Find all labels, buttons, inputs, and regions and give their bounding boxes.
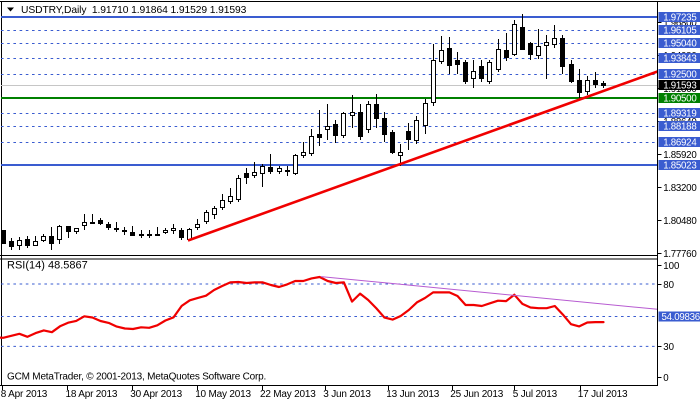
svg-text:USDTRY,Daily 1.91710 1.91864: USDTRY,Daily 1.91710 1.91864 1.91529 1.9…: [21, 5, 247, 16]
svg-text:1.96105: 1.96105: [663, 25, 696, 36]
svg-text:GCM MetaTrader, © 2001-2013, M: GCM MetaTrader, © 2001-2013, MetaQuotes …: [7, 372, 266, 383]
svg-text:54.09836: 54.09836: [662, 312, 700, 323]
svg-text:30 Apr 2013: 30 Apr 2013: [130, 389, 182, 400]
svg-text:1.93843: 1.93843: [663, 53, 696, 64]
svg-text:100: 100: [663, 261, 680, 272]
svg-text:80: 80: [663, 280, 674, 291]
svg-text:22 May 2013: 22 May 2013: [260, 389, 316, 400]
svg-text:8 Apr 2013: 8 Apr 2013: [1, 389, 48, 400]
svg-text:0: 0: [663, 373, 669, 384]
svg-text:17 Jul 2013: 17 Jul 2013: [578, 389, 628, 400]
svg-text:3 Jun 2013: 3 Jun 2013: [323, 389, 371, 400]
svg-text:1.85023: 1.85023: [663, 160, 696, 171]
svg-text:5 Jul 2013: 5 Jul 2013: [513, 389, 558, 400]
svg-text:1.86924: 1.86924: [663, 137, 697, 148]
svg-text:1.95040: 1.95040: [663, 38, 697, 49]
svg-text:1.96800: 1.96800: [663, 18, 697, 29]
svg-text:1.91593: 1.91593: [663, 80, 696, 91]
svg-text:1.92500: 1.92500: [663, 69, 697, 80]
svg-text:1.90500: 1.90500: [663, 93, 697, 104]
svg-text:30: 30: [663, 342, 674, 353]
svg-text:1.77760: 1.77760: [663, 249, 697, 260]
svg-text:18 Apr 2013: 18 Apr 2013: [66, 389, 118, 400]
svg-text:10 May 2013: 10 May 2013: [195, 389, 251, 400]
svg-text:1.80480: 1.80480: [663, 216, 697, 227]
svg-text:1.85920: 1.85920: [663, 150, 697, 161]
svg-text:1.97235: 1.97235: [663, 12, 696, 23]
svg-text:1.88188: 1.88188: [663, 121, 696, 132]
svg-text:1.83200: 1.83200: [663, 183, 697, 194]
svg-text:1.89319: 1.89319: [663, 108, 696, 119]
svg-text:25 Jun 2013: 25 Jun 2013: [450, 389, 503, 400]
svg-text:RSI(14) 48.5867: RSI(14) 48.5867: [7, 260, 88, 272]
svg-text:13 Jun 2013: 13 Jun 2013: [386, 389, 439, 400]
